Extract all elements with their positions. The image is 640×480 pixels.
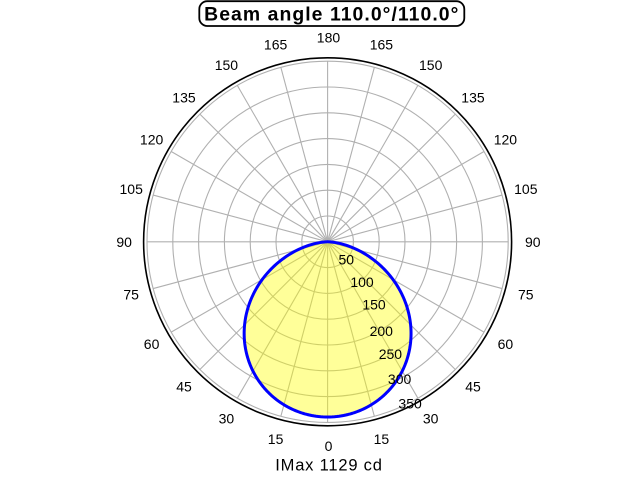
- svg-text:75: 75: [123, 287, 139, 303]
- svg-text:150: 150: [215, 57, 239, 73]
- svg-text:165: 165: [264, 37, 288, 53]
- svg-text:90: 90: [116, 234, 132, 250]
- svg-text:90: 90: [525, 234, 541, 250]
- svg-text:30: 30: [423, 411, 439, 427]
- svg-text:60: 60: [498, 336, 514, 352]
- svg-text:150: 150: [362, 297, 386, 313]
- svg-text:135: 135: [461, 89, 485, 105]
- svg-text:120: 120: [140, 132, 164, 148]
- svg-text:120: 120: [494, 132, 518, 148]
- svg-text:180: 180: [317, 30, 341, 46]
- svg-text:105: 105: [120, 181, 144, 197]
- svg-text:250: 250: [379, 346, 403, 362]
- svg-text:75: 75: [518, 287, 534, 303]
- svg-text:135: 135: [172, 89, 196, 105]
- svg-text:30: 30: [219, 411, 235, 427]
- svg-text:60: 60: [144, 336, 160, 352]
- svg-text:45: 45: [176, 378, 192, 394]
- svg-text:0: 0: [325, 438, 333, 454]
- svg-text:15: 15: [268, 431, 284, 447]
- svg-text:300: 300: [388, 371, 412, 387]
- svg-text:100: 100: [350, 274, 374, 290]
- svg-text:15: 15: [374, 431, 390, 447]
- svg-text:45: 45: [465, 378, 481, 394]
- svg-text:150: 150: [419, 57, 443, 73]
- svg-text:200: 200: [370, 323, 394, 339]
- svg-text:165: 165: [370, 37, 394, 53]
- svg-text:105: 105: [514, 181, 538, 197]
- svg-text:350: 350: [398, 395, 422, 411]
- svg-text:IMax 1129 cd: IMax 1129 cd: [275, 457, 382, 475]
- svg-text:Beam angle 110.0°/110.0°: Beam angle 110.0°/110.0°: [204, 3, 459, 25]
- svg-text:50: 50: [339, 252, 355, 268]
